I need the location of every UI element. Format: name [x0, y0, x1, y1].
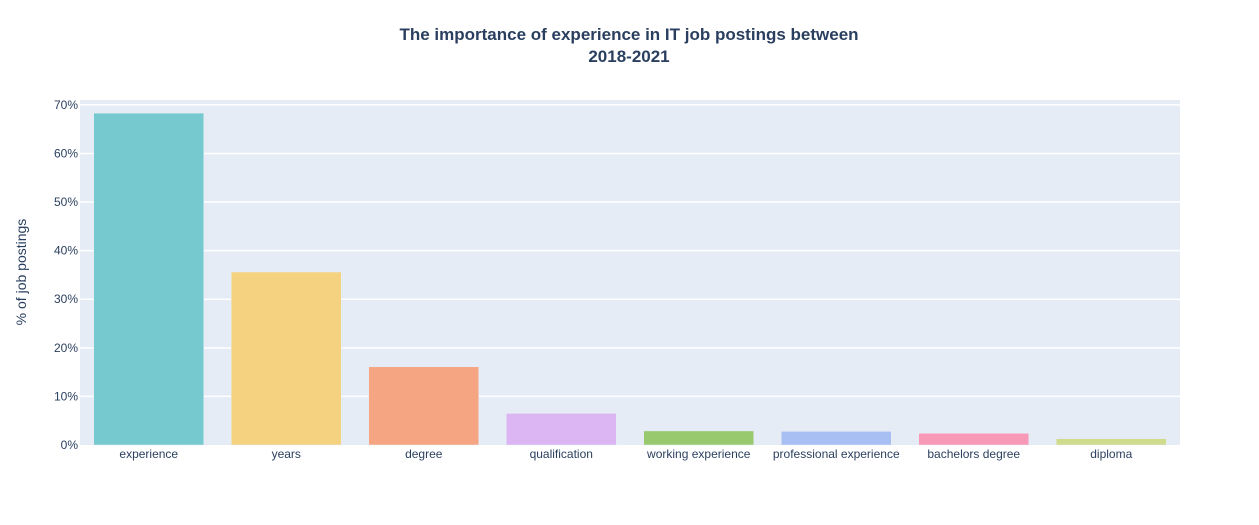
- bar-professional-experience: [781, 431, 892, 446]
- x-tick-label: experience: [119, 447, 178, 461]
- x-tick-label: professional experience: [773, 447, 900, 461]
- y-tick-label: 0%: [61, 438, 79, 452]
- y-axis-title: % of job postings: [13, 219, 29, 326]
- y-tick-label: 70%: [54, 98, 78, 112]
- bar-experience: [93, 112, 204, 446]
- y-tick-label: 10%: [54, 389, 78, 403]
- bar-bachelors-degree: [918, 433, 1029, 446]
- bars: [93, 112, 1167, 446]
- y-tick-label: 20%: [54, 341, 78, 355]
- chart-title-line-1: The importance of experience in IT job p…: [399, 25, 858, 44]
- x-axis-ticks: experience years degree qualification workin…: [119, 447, 1132, 461]
- chart-title-line-2: 2018-2021: [588, 47, 669, 66]
- bar-years: [231, 271, 342, 446]
- bar-working-experience: [643, 430, 754, 446]
- bar-qualification: [506, 413, 617, 446]
- y-tick-label: 40%: [54, 244, 78, 258]
- x-tick-label: qualification: [530, 447, 593, 461]
- x-tick-label: working experience: [646, 447, 751, 461]
- y-tick-label: 60%: [54, 146, 78, 160]
- y-tick-label: 50%: [54, 195, 78, 209]
- bar-diploma: [1056, 438, 1167, 446]
- x-tick-label: diploma: [1090, 447, 1132, 461]
- x-tick-label: bachelors degree: [927, 447, 1020, 461]
- y-axis-ticks: 0% 10% 20% 30% 40% 50% 60% 70%: [54, 98, 78, 452]
- bar-degree: [368, 366, 479, 446]
- x-tick-label: degree: [405, 447, 443, 461]
- y-tick-label: 30%: [54, 292, 78, 306]
- x-tick-label: years: [272, 447, 301, 461]
